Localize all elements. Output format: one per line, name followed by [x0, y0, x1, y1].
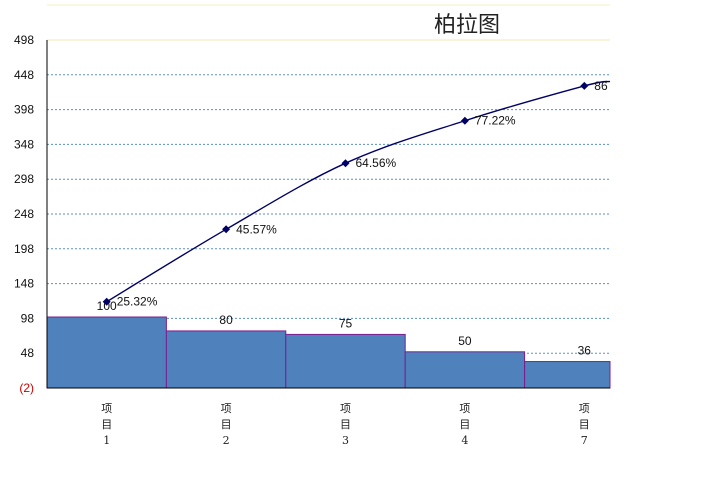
bar-label-3: 75 — [339, 316, 353, 330]
line-point-1 — [102, 297, 111, 306]
bar-label-5: 36 — [578, 344, 592, 358]
line-point-3 — [341, 159, 350, 168]
bar-label-2: 80 — [219, 313, 233, 327]
bar-4 — [404, 351, 526, 389]
y-tick-label-6: 298 — [14, 172, 34, 186]
y-tick-label-0: (2) — [19, 381, 34, 395]
line-point-5 — [580, 81, 589, 90]
line-point-label-2: 45.57% — [236, 222, 277, 236]
category-label-3: 项目 3 — [340, 402, 351, 447]
category-label-4: 项目 4 — [459, 402, 470, 447]
line-point-4 — [460, 116, 469, 125]
category-labels: 项目 1 项目 2 项目 3 项目 4 项目 7 — [101, 402, 590, 447]
category-label-2: 项目 2 — [221, 402, 232, 447]
chart-title: 柏拉图 — [434, 13, 500, 38]
y-tick-label-7: 348 — [14, 137, 34, 151]
category-label-1: 项目 1 — [101, 402, 112, 447]
y-tick-label-3: 148 — [14, 277, 34, 291]
cumulative-line: 25.32% 45.57% 64.56% 77.22% 86 — [102, 79, 611, 309]
bar-1 — [46, 316, 167, 389]
bar-label-4: 50 — [458, 334, 472, 348]
bar-2 — [165, 330, 287, 389]
line-point-label-1: 25.32% — [117, 295, 158, 309]
line-point-label-5: 86 — [594, 79, 608, 93]
y-tick-label-2: 98 — [21, 311, 35, 325]
bar-5 — [524, 361, 611, 389]
y-tick-labels: (2) 48 98 148 198 248 298 348 398 448 498 — [14, 33, 34, 395]
y-tick-label-1: 48 — [21, 346, 35, 360]
bar-3 — [285, 333, 406, 389]
bar-label-1: 100 — [97, 299, 117, 313]
category-label-5: 项目 7 — [579, 402, 590, 447]
y-tick-label-9: 448 — [14, 68, 34, 82]
y-tick-label-10: 498 — [14, 33, 34, 47]
bars — [46, 316, 611, 389]
y-tick-label-4: 198 — [14, 242, 34, 256]
line-point-label-4: 77.22% — [475, 114, 516, 128]
y-tick-label-8: 398 — [14, 103, 34, 117]
line-point-label-3: 64.56% — [356, 156, 397, 170]
y-tick-label-5: 248 — [14, 207, 34, 221]
bar-value-labels: 100 80 75 50 36 — [97, 299, 592, 358]
line-point-2 — [222, 225, 231, 234]
